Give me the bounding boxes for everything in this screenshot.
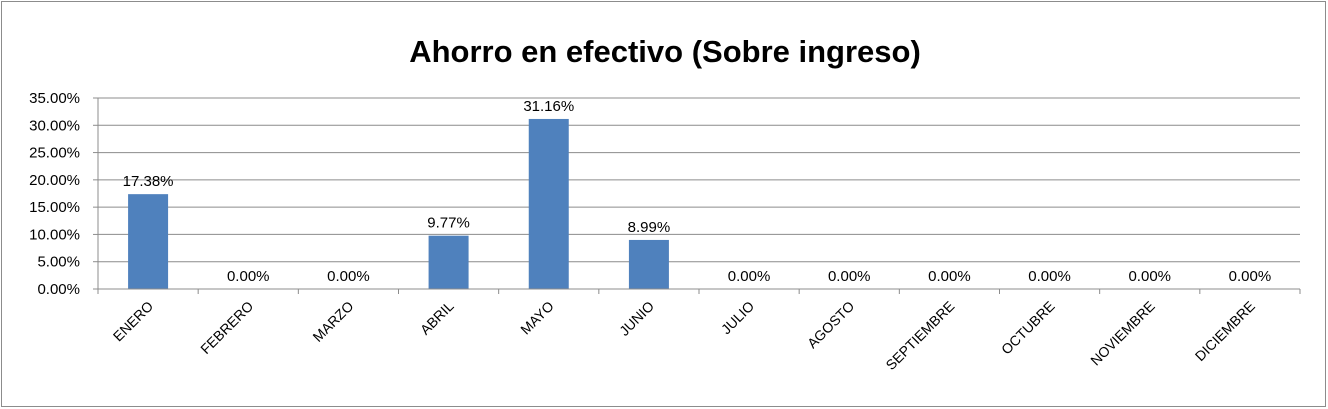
- x-category-label: SEPTIEMBRE: [882, 298, 957, 373]
- y-tick-label: 10.00%: [29, 226, 80, 243]
- data-label: 0.00%: [728, 268, 771, 285]
- data-label: 0.00%: [227, 268, 270, 285]
- chart-title: Ahorro en efectivo (Sobre ingreso): [409, 34, 921, 69]
- y-tick-label: 35.00%: [29, 90, 80, 107]
- data-label: 0.00%: [327, 268, 370, 285]
- y-tick-label: 0.00%: [37, 281, 80, 298]
- x-category-label: AGOSTO: [804, 298, 858, 352]
- x-axis-categories: ENERO FEBRERO MARZO ABRIL MAYO JUNIO JULIO AGOS…: [110, 298, 1258, 373]
- x-category-label: JULIO: [718, 298, 757, 337]
- x-category-label: DICIEMBRE: [1192, 298, 1258, 364]
- data-label: 8.99%: [628, 219, 671, 236]
- bar: [528, 118, 569, 289]
- data-label: 0.00%: [1229, 268, 1272, 285]
- y-tick-label: 30.00%: [29, 117, 80, 134]
- x-category-label: ABRIL: [417, 298, 457, 338]
- x-category-label: OCTUBRE: [998, 298, 1058, 358]
- gridlines: [98, 97, 1300, 290]
- data-label: 0.00%: [828, 268, 871, 285]
- data-label: 0.00%: [1128, 268, 1171, 285]
- x-category-label: MARZO: [309, 298, 356, 345]
- y-tick-label: 5.00%: [37, 254, 80, 271]
- y-tick-label: 20.00%: [29, 172, 80, 189]
- data-label: 17.38%: [123, 173, 174, 190]
- data-labels: 17.38% 0.00% 0.00% 9.77% 31.16% 8.99% 0.00% 0.0…: [123, 98, 1272, 285]
- y-axis-ticks: 0.00% 5.00% 10.00% 15.00% 20.00% 25.00% 30.00%…: [29, 90, 98, 298]
- x-category-label: ENERO: [110, 298, 157, 345]
- bars: [128, 118, 669, 289]
- bar: [128, 194, 169, 289]
- x-category-label: FEBRERO: [197, 298, 256, 357]
- data-label: 9.77%: [427, 215, 470, 232]
- axes: [97, 98, 1301, 294]
- x-category-label: JUNIO: [616, 298, 657, 339]
- y-tick-label: 15.00%: [29, 199, 80, 216]
- y-tick-label: 25.00%: [29, 145, 80, 162]
- data-label: 31.16%: [523, 98, 574, 115]
- data-label: 0.00%: [1028, 268, 1071, 285]
- bar: [628, 239, 669, 289]
- bar: [428, 235, 469, 289]
- x-category-label: NOVIEMBRE: [1087, 298, 1158, 369]
- x-category-label: MAYO: [517, 298, 557, 338]
- data-label: 0.00%: [928, 268, 971, 285]
